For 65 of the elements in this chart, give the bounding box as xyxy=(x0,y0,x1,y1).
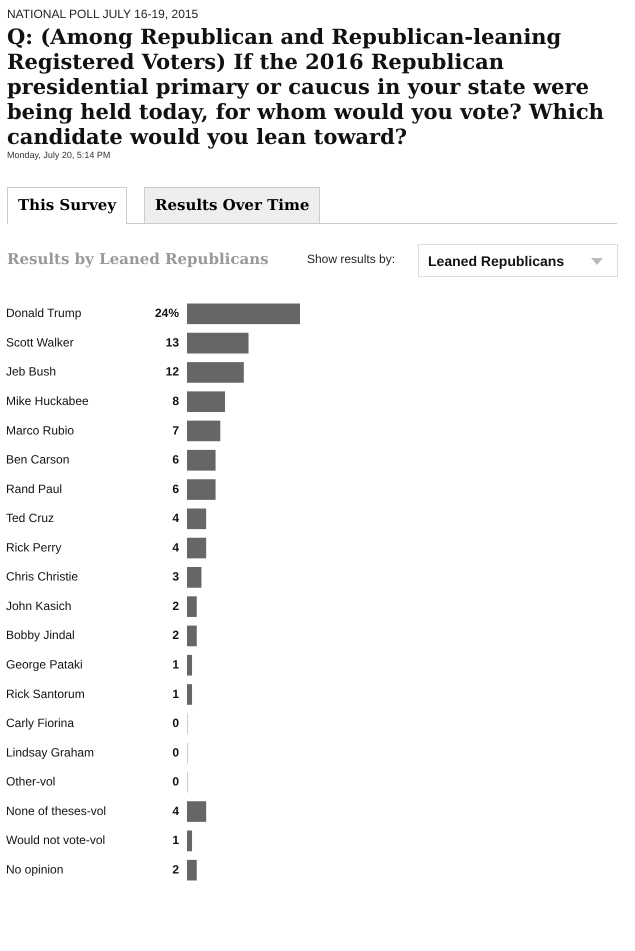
y-tick-label: George Pataki xyxy=(6,658,83,672)
data-label: 13 xyxy=(166,335,180,350)
y-tick-label: Bobby Jindal xyxy=(6,628,75,642)
y-tick-label: John Kasich xyxy=(6,598,72,613)
data-label: 4 xyxy=(172,804,180,818)
data-label: 2 xyxy=(172,862,180,876)
data-label: 2 xyxy=(172,598,180,613)
bar xyxy=(187,596,197,617)
bar xyxy=(187,860,197,880)
data-label: 0 xyxy=(172,745,180,760)
data-label: 0 xyxy=(172,716,180,730)
y-tick-label: No opinion xyxy=(6,862,64,876)
bar xyxy=(187,304,300,324)
data-label: 7 xyxy=(172,423,180,438)
chart-subtitle: NATIONAL POLL JULY 16-19, 2015 xyxy=(7,7,198,21)
bar xyxy=(187,654,192,676)
text: Leaned Republicans xyxy=(428,253,564,269)
text: Results by Leaned Republicans xyxy=(7,250,269,268)
data-label: 8 xyxy=(172,394,180,408)
data-label: 4 xyxy=(172,540,180,554)
bar xyxy=(187,567,202,588)
bar xyxy=(187,626,197,646)
y-tick-label: Donald Trump xyxy=(6,306,82,320)
text: This Survey xyxy=(7,187,128,224)
bar xyxy=(187,801,206,822)
chart-title: Q: (Among Republican and Republican-leaning Registered Voters) If the 2016 Republican presidential primary or caucus in your state were being held today, for whom would you vote? Which candidate would you lean toward? xyxy=(7,24,605,149)
y-tick-label: Marco Rubio xyxy=(6,423,74,438)
data-label: 6 xyxy=(172,452,180,467)
data-label: 4 xyxy=(172,511,180,526)
y-tick-label: Lindsay Graham xyxy=(6,745,94,760)
y-tick-label: Ted Cruz xyxy=(6,511,54,526)
data-label: 2 xyxy=(172,628,180,642)
bar xyxy=(187,391,225,412)
bar xyxy=(187,479,216,500)
y-tick-label: Ben Carson xyxy=(6,452,70,467)
data-label: 1 xyxy=(172,833,180,848)
bar xyxy=(187,450,216,471)
y-tick-label: Carly Fiorina xyxy=(6,716,74,730)
y-tick-label: Would not vote-vol xyxy=(6,833,106,848)
bar xyxy=(187,332,249,354)
data-label: 3 xyxy=(172,570,180,584)
y-tick-label: None of theses-vol xyxy=(6,804,106,818)
data-label: 1 xyxy=(172,686,180,701)
bar xyxy=(187,830,192,852)
y-tick-label: Rick Perry xyxy=(6,540,62,554)
y-tick-label: Chris Christie xyxy=(6,570,78,584)
y-tick-label: Other-vol xyxy=(6,774,56,789)
data-label: 24% xyxy=(154,306,180,320)
y-tick-label: Mike Huckabee xyxy=(6,394,90,408)
data-label: 12 xyxy=(166,364,180,379)
bar xyxy=(187,538,206,558)
bar xyxy=(187,684,192,705)
text: Show results by: xyxy=(307,252,396,266)
bar xyxy=(187,420,220,442)
data-label: 1 xyxy=(172,658,180,672)
text: Monday, July 20, 5:14 PM xyxy=(7,150,110,160)
bar xyxy=(187,362,244,383)
data-label: 0 xyxy=(172,774,180,789)
text: Results Over Time xyxy=(144,187,320,223)
bar xyxy=(187,508,206,530)
y-tick-label: Rick Santorum xyxy=(6,686,85,701)
data-label: 6 xyxy=(172,482,180,496)
y-tick-label: Rand Paul xyxy=(6,482,62,496)
y-tick-label: Scott Walker xyxy=(6,335,74,350)
y-tick-label: Jeb Bush xyxy=(6,364,56,379)
